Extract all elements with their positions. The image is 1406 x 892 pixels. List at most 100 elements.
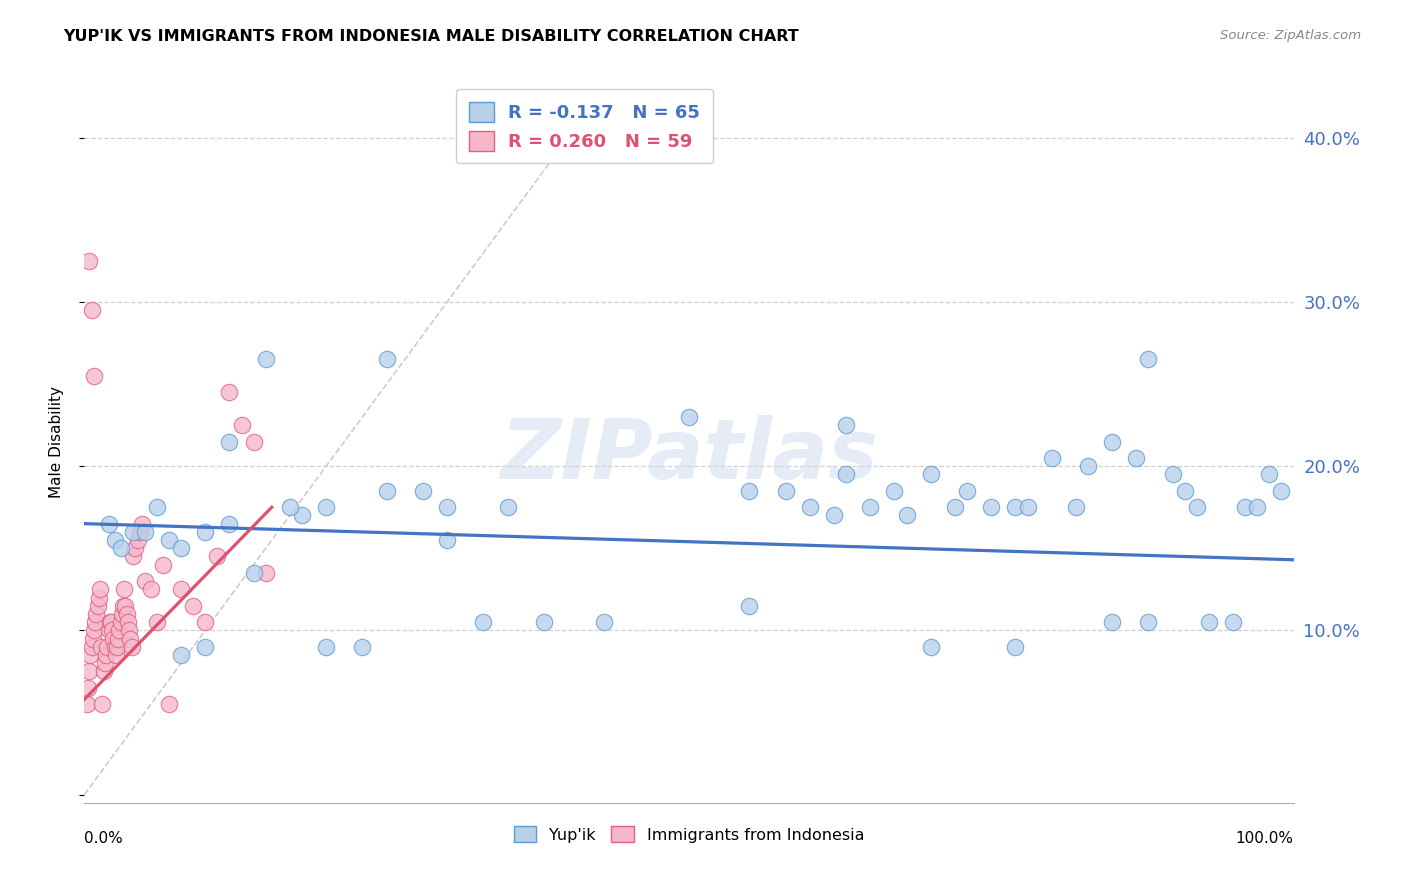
- Point: [207, 549, 229, 564]
- Point: [254, 352, 277, 367]
- Point: [139, 582, 162, 597]
- Point: [120, 632, 142, 646]
- Point: [83, 368, 105, 383]
- Point: [1004, 500, 1026, 515]
- Point: [194, 640, 217, 654]
- Text: 0.0%: 0.0%: [84, 830, 124, 846]
- Point: [146, 500, 169, 515]
- Point: [218, 516, 240, 531]
- Point: [1198, 615, 1220, 630]
- Point: [1174, 483, 1197, 498]
- Point: [112, 599, 135, 613]
- Point: [108, 624, 131, 638]
- Point: [124, 541, 146, 556]
- Point: [835, 467, 858, 482]
- Point: [104, 533, 127, 547]
- Point: [104, 648, 127, 662]
- Point: [80, 303, 103, 318]
- Point: [1101, 434, 1123, 449]
- Point: [97, 624, 120, 638]
- Point: [80, 640, 103, 654]
- Point: [129, 524, 152, 539]
- Point: [1185, 500, 1208, 515]
- Point: [86, 599, 108, 613]
- Y-axis label: Male Disability: Male Disability: [49, 385, 63, 498]
- Point: [1270, 483, 1292, 498]
- Point: [170, 541, 193, 556]
- Point: [1137, 352, 1160, 367]
- Point: [920, 467, 942, 482]
- Point: [242, 434, 264, 449]
- Point: [194, 615, 217, 630]
- Legend: Yup'ik, Immigrants from Indonesia: Yup'ik, Immigrants from Indonesia: [508, 820, 870, 849]
- Point: [980, 500, 1002, 515]
- Point: [110, 541, 132, 556]
- Text: YUP'IK VS IMMIGRANTS FROM INDONESIA MALE DISABILITY CORRELATION CHART: YUP'IK VS IMMIGRANTS FROM INDONESIA MALE…: [63, 29, 799, 44]
- Point: [472, 615, 495, 630]
- Point: [121, 549, 143, 564]
- Point: [315, 640, 337, 654]
- Point: [315, 500, 337, 515]
- Point: [278, 500, 301, 515]
- Point: [375, 483, 398, 498]
- Point: [157, 533, 180, 547]
- Point: [94, 648, 117, 662]
- Point: [775, 483, 797, 498]
- Point: [87, 591, 110, 605]
- Point: [77, 665, 100, 679]
- Point: [104, 640, 127, 654]
- Point: [77, 253, 100, 268]
- Point: [117, 615, 139, 630]
- Point: [883, 483, 905, 498]
- Point: [352, 640, 374, 654]
- Point: [1017, 500, 1039, 515]
- Point: [593, 615, 616, 630]
- Point: [1101, 615, 1123, 630]
- Point: [218, 385, 240, 400]
- Point: [118, 624, 141, 638]
- Text: ZIPatlas: ZIPatlas: [501, 416, 877, 497]
- Point: [82, 632, 104, 646]
- Point: [823, 508, 845, 523]
- Point: [134, 524, 156, 539]
- Point: [920, 640, 942, 654]
- Point: [194, 524, 217, 539]
- Point: [86, 607, 108, 621]
- Point: [77, 681, 100, 695]
- Point: [218, 434, 240, 449]
- Point: [91, 698, 114, 712]
- Point: [1222, 615, 1244, 630]
- Point: [533, 615, 555, 630]
- Point: [93, 665, 115, 679]
- Point: [1258, 467, 1281, 482]
- Point: [100, 615, 122, 630]
- Point: [1137, 615, 1160, 630]
- Point: [114, 599, 136, 613]
- Point: [89, 582, 111, 597]
- Point: [107, 632, 129, 646]
- Point: [110, 615, 132, 630]
- Point: [799, 500, 821, 515]
- Point: [181, 599, 204, 613]
- Text: Source: ZipAtlas.com: Source: ZipAtlas.com: [1220, 29, 1361, 42]
- Point: [101, 624, 124, 638]
- Point: [170, 648, 193, 662]
- Text: 100.0%: 100.0%: [1236, 830, 1294, 846]
- Point: [79, 648, 101, 662]
- Point: [412, 483, 434, 498]
- Point: [103, 632, 125, 646]
- Point: [105, 640, 128, 654]
- Point: [496, 500, 519, 515]
- Point: [1004, 640, 1026, 654]
- Point: [97, 516, 120, 531]
- Point: [1161, 467, 1184, 482]
- Point: [859, 500, 882, 515]
- Point: [1234, 500, 1257, 515]
- Point: [131, 516, 153, 531]
- Point: [1040, 450, 1063, 465]
- Point: [170, 582, 193, 597]
- Point: [94, 657, 117, 671]
- Point: [1246, 500, 1268, 515]
- Point: [436, 500, 458, 515]
- Point: [231, 418, 253, 433]
